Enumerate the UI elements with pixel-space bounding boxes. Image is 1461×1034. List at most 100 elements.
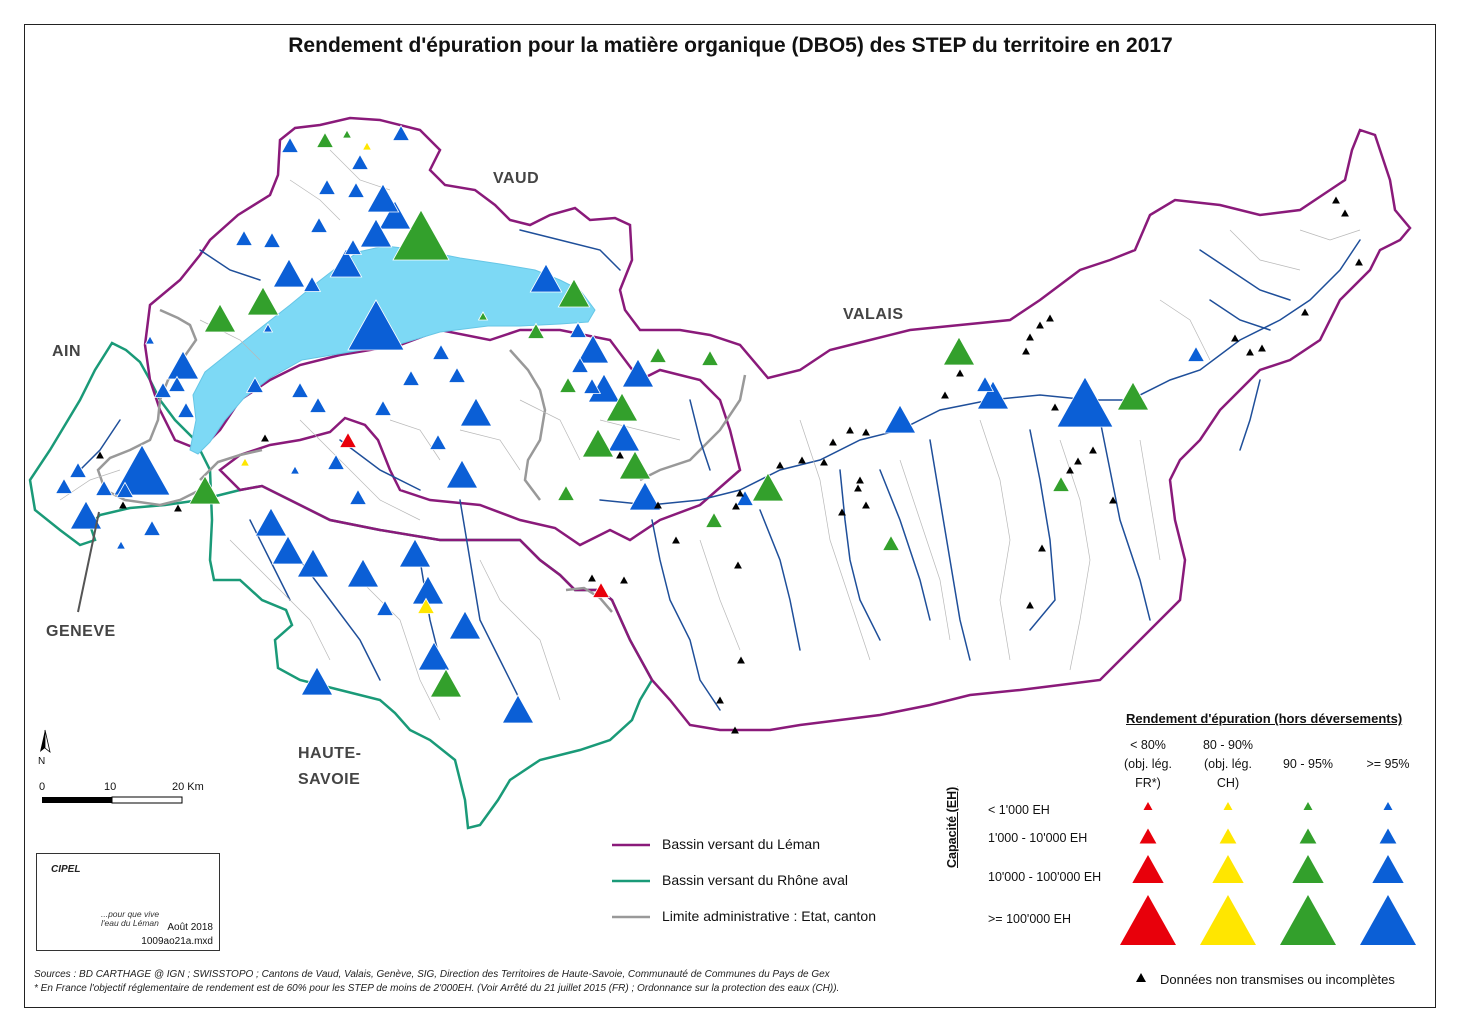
- station-gte95-size2: [234, 229, 254, 246]
- station-gte95-size2: [262, 231, 282, 248]
- station-gte95-size2: [302, 275, 322, 292]
- station-gte95-size3: [883, 404, 917, 434]
- cipel-logo-name: CIPEL: [51, 864, 81, 875]
- station-gte95-size3: [378, 200, 412, 230]
- legend-missing-symbol: [1136, 973, 1146, 982]
- station-gte95-size3: [296, 548, 330, 578]
- station-p90_95-size4: [392, 209, 450, 261]
- station-gte95-size4: [113, 444, 171, 496]
- legend-row-1000-10000: 1'000 - 10'000 EH: [988, 831, 1088, 845]
- station-missing-data: [737, 656, 745, 664]
- station-missing-data: [119, 501, 127, 509]
- station-gte95-size2: [350, 153, 370, 170]
- station-p90_95-size1: [341, 129, 353, 139]
- legend-col-lt80: < 80% (obj. lég. FR*): [1124, 738, 1172, 790]
- map-date: Août 2018: [167, 922, 213, 933]
- station-p80_90-size1: [239, 457, 251, 467]
- station-gte95-size2: [348, 488, 368, 505]
- station-gte95-size3: [607, 422, 641, 452]
- station-missing-data: [654, 501, 662, 509]
- station-p80_90-size1: [361, 141, 373, 151]
- legend-symbol-p80_90-row0: [1223, 802, 1233, 810]
- station-gte95-size3: [359, 218, 393, 248]
- legend-symbol-p80_90-row3: [1200, 895, 1256, 945]
- station-missing-data: [1231, 334, 1239, 342]
- cipel-logo-box: CIPEL ...pour que vive l'eau du Léman Aoû…: [36, 853, 220, 951]
- station-gte95-size3: [417, 641, 451, 671]
- station-gte95-size2: [167, 375, 187, 392]
- station-missing-data: [616, 451, 624, 459]
- legend-col-80-90: 80 - 90% (obj. lég. CH): [1202, 738, 1254, 790]
- legend-admin-label: Limite administrative : Etat, canton: [662, 908, 876, 924]
- station-p90_95-size3: [1116, 381, 1150, 411]
- legend-leman-label: Bassin versant du Léman: [662, 836, 820, 852]
- station-gte95-size3: [300, 666, 334, 696]
- station-gte95-size3: [576, 334, 610, 364]
- station-gte95-size2: [401, 369, 421, 386]
- admin-limit-vd-vs: [509, 349, 547, 501]
- station-gte95-size3: [411, 575, 445, 605]
- station-p90_95-size3: [429, 668, 463, 698]
- station-lt80-size2: [591, 581, 611, 598]
- station-gte95-size3: [272, 258, 306, 288]
- station-p80_90-size2: [416, 597, 436, 614]
- legend-symbol-lt80-row0: [1143, 802, 1153, 810]
- rivers: [79, 229, 1361, 711]
- station-gte95-size2: [245, 376, 265, 393]
- station-gte95-size3: [621, 358, 655, 388]
- station-gte95-size2: [68, 461, 88, 478]
- legend-symbol-p90_95-row1: [1299, 828, 1317, 844]
- legend-row-lt1000: < 1'000 EH: [988, 803, 1050, 817]
- station-p90_95-size2: [704, 511, 724, 528]
- station-p90_95-size3: [605, 392, 639, 422]
- footnote-line: * En France l'objectif réglementaire de …: [34, 983, 840, 994]
- legend-col-gte95: >= 95%: [1366, 757, 1410, 771]
- station-gte95-size3: [448, 610, 482, 640]
- station-gte95-size1: [262, 323, 274, 333]
- scale-label-20: 20 Km: [172, 781, 204, 793]
- legend-symbol-gte95-row2: [1372, 855, 1404, 883]
- station-gte95-size3: [69, 500, 103, 530]
- station-gte95-size3: [366, 183, 400, 213]
- station-missing-data: [941, 391, 949, 399]
- station-lt80-size2: [338, 431, 358, 448]
- station-missing-data: [734, 561, 742, 569]
- legend-matrix: [1120, 802, 1416, 945]
- station-gte95-size1: [115, 540, 127, 550]
- sources-line: Sources : BD CARTHAGE @ IGN ; SWISSTOPO …: [34, 969, 830, 980]
- station-missing-data: [174, 504, 182, 512]
- station-missing-data: [862, 428, 870, 436]
- station-missing-data: [672, 536, 680, 544]
- lake-leman: [189, 245, 596, 455]
- admin-limit-ge-vd: [96, 308, 201, 507]
- stations-layer: [54, 124, 1206, 724]
- station-gte95-size2: [290, 381, 310, 398]
- station-p90_95-size3: [188, 475, 222, 505]
- sub-basins: [59, 149, 1361, 721]
- geneve-pointer-line: [77, 511, 100, 613]
- station-missing-data: [862, 501, 870, 509]
- leman-basin-outline: [143, 116, 1412, 732]
- station-gte95-size2: [735, 489, 755, 506]
- station-gte95-size2: [428, 433, 448, 450]
- station-gte95-size3: [628, 481, 662, 511]
- station-missing-data: [1301, 308, 1309, 316]
- station-gte95-size2: [975, 375, 995, 392]
- label-ain: AIN: [52, 343, 82, 360]
- station-gte95-size2: [317, 178, 337, 195]
- legend-symbol-p90_95-row0: [1303, 802, 1313, 810]
- station-missing-data: [1022, 347, 1030, 355]
- station-gte95-size3: [254, 507, 288, 537]
- admin-limit-ch-fr: [639, 374, 747, 482]
- station-gte95-size2: [373, 399, 393, 416]
- station-p90_95-size3: [581, 428, 615, 458]
- map-file: 1009ao21a.mxd: [141, 936, 213, 947]
- admin-limit-ge: [199, 448, 263, 481]
- station-missing-data: [1051, 403, 1059, 411]
- legend-symbol-gte95-row0: [1383, 802, 1393, 810]
- station-missing-data: [798, 456, 806, 464]
- station-missing-data: [856, 476, 864, 484]
- station-gte95-size2: [570, 356, 590, 373]
- station-missing-data: [1332, 196, 1340, 204]
- station-gte95-size1: [144, 335, 156, 345]
